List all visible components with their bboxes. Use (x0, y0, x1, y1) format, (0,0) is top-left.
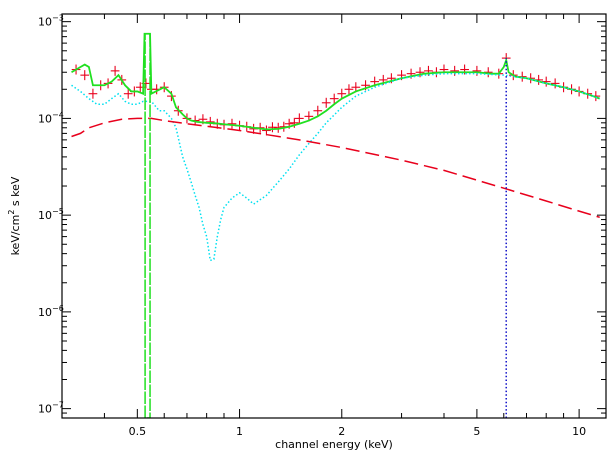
y-tick-label: 10−3 (38, 14, 64, 29)
y-tick-label: 10−4 (38, 110, 64, 125)
y-tick-label: 10−6 (38, 304, 64, 319)
series-model-component-2 (71, 117, 600, 219)
x-tick-label: 5 (473, 425, 480, 438)
plot-frame (61, 13, 607, 419)
x-axis-ticks: 0.5 1 2 5 10 (61, 14, 586, 438)
series-model-component-1 (71, 72, 600, 262)
series-total-model (71, 32, 601, 131)
x-tick-label: 10 (572, 425, 586, 438)
y-axis-title-sup: 2 (7, 210, 16, 215)
y-axis-ticks: 10−7 10−6 10−5 10−4 10−3 (38, 14, 606, 419)
y-axis-title-tail: s keV (9, 176, 22, 209)
series-line-component-soft (144, 33, 151, 418)
y-tick-label: 10−5 (38, 207, 64, 222)
x-axis-title: channel energy (keV) (275, 438, 393, 451)
y-tick-label: 10−7 (38, 401, 64, 416)
y-axis-title: keV/cm2 s keV (7, 176, 23, 255)
y-axis-title-main: keV/cm (9, 215, 22, 256)
x-tick-label: 0.5 (129, 425, 147, 438)
plot-layer (71, 32, 601, 418)
x-tick-label: 1 (236, 425, 243, 438)
x-tick-label: 2 (338, 425, 345, 438)
series-layer (71, 32, 601, 418)
